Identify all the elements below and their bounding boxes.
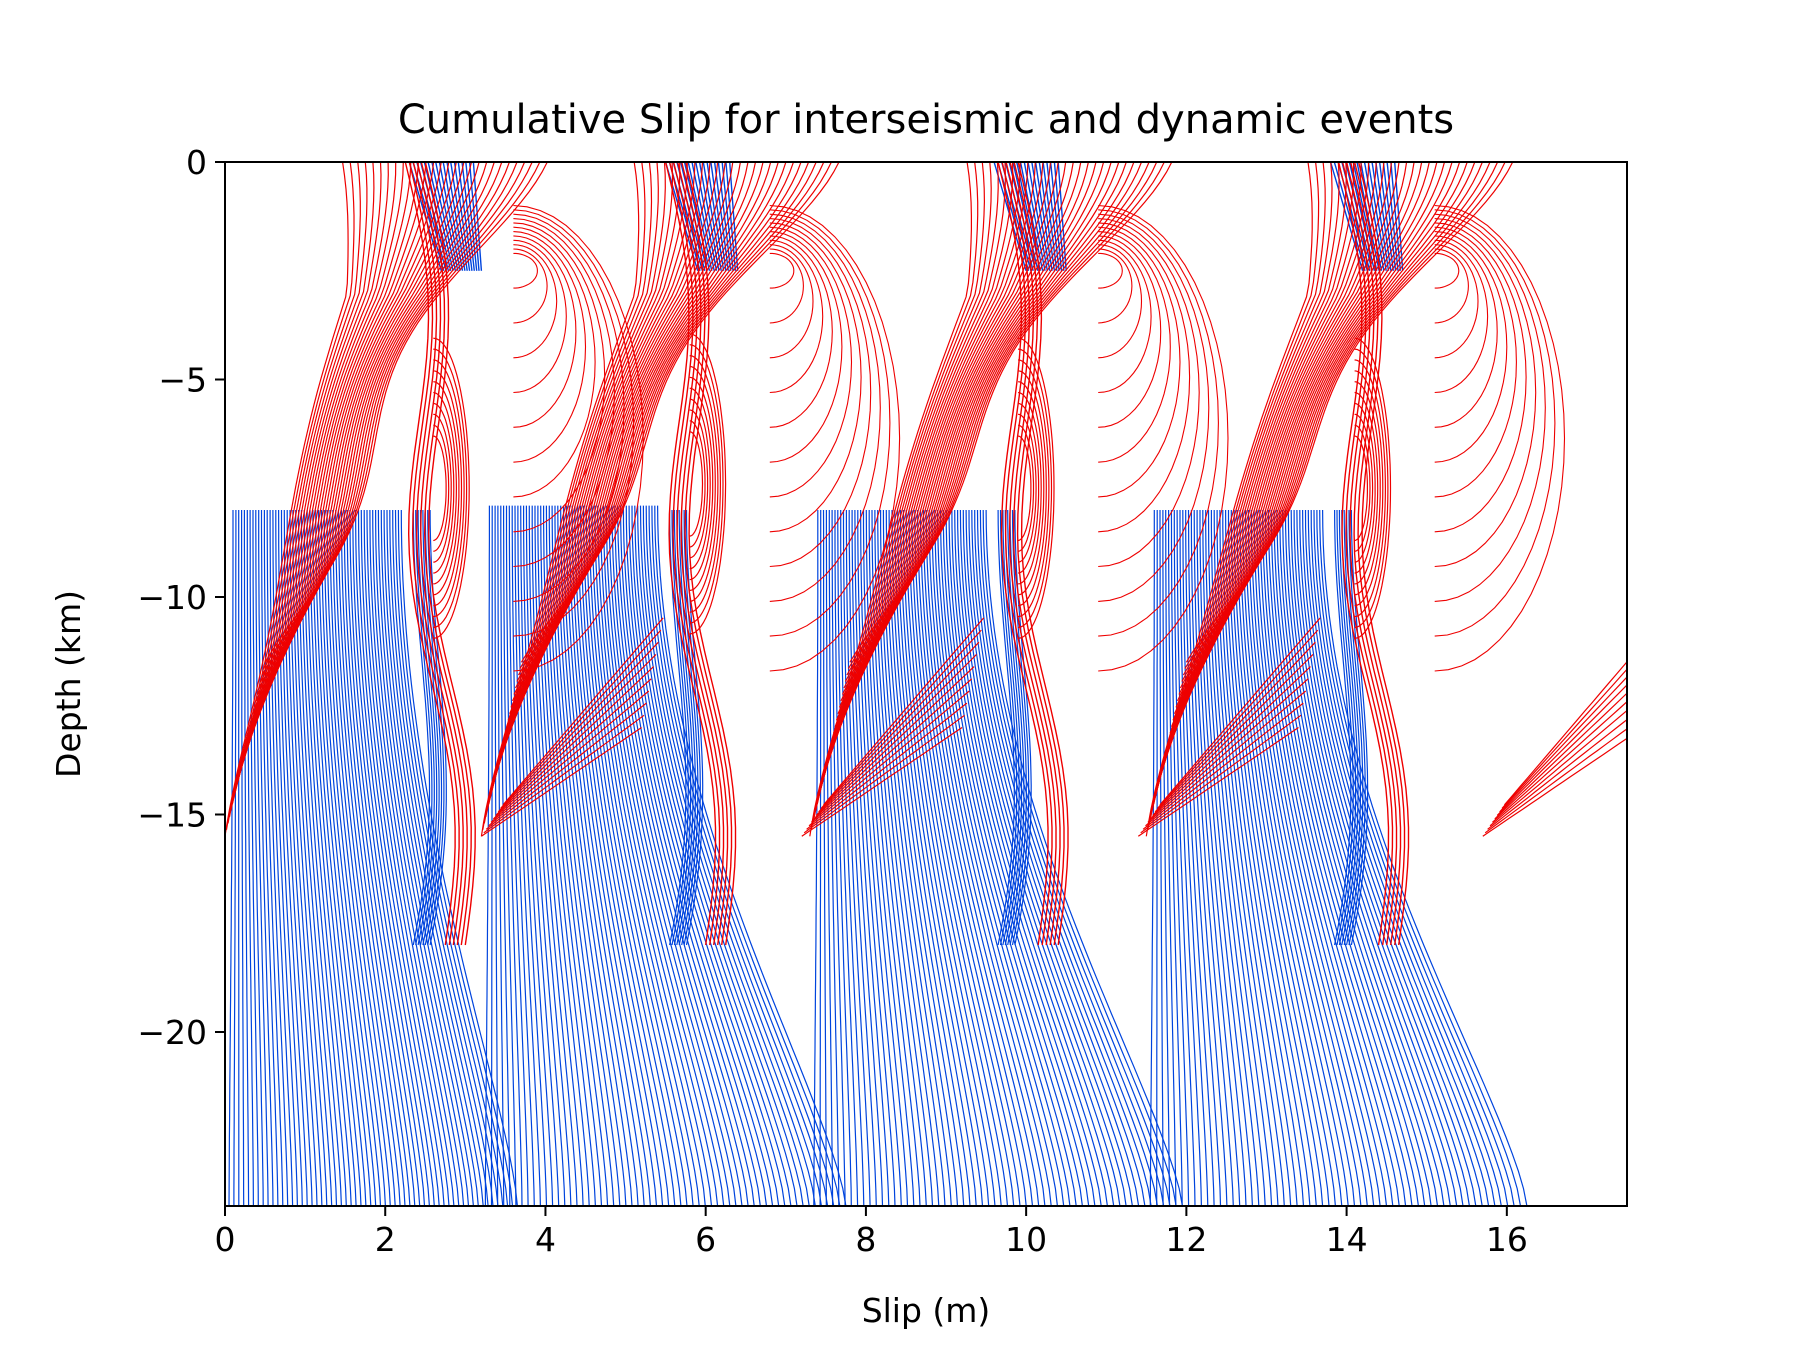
interseismic-line [229, 510, 233, 1206]
dynamic-line [1492, 679, 1652, 823]
x-tick-label: 16 [1486, 1220, 1528, 1259]
interseismic-line [814, 510, 818, 1206]
interseismic-line [638, 506, 803, 1206]
interseismic-line [1294, 510, 1463, 1206]
y-tick-label: −20 [137, 1013, 207, 1052]
y-tick-label: −10 [137, 578, 207, 617]
dynamic-line [1435, 236, 1498, 427]
y-tick-label: −15 [137, 796, 207, 835]
interseismic-line [485, 506, 489, 1206]
x-tick-label: 2 [375, 1220, 396, 1259]
interseismic-line [250, 510, 258, 1206]
dynamic-line [1098, 236, 1161, 427]
dynamic-line [513, 249, 547, 323]
interseismic-line [975, 510, 1158, 1206]
interseismic-line [234, 510, 236, 1206]
x-tick-label: 12 [1165, 1220, 1207, 1259]
y-tick-label: 0 [186, 143, 207, 182]
dynamic-line [770, 249, 804, 323]
x-tick-label: 6 [695, 1220, 716, 1259]
x-tick-label: 14 [1326, 1220, 1368, 1259]
y-axis-label: Depth (km) [49, 590, 88, 778]
y-tick-label: −5 [158, 361, 207, 400]
dynamic-line [1497, 654, 1657, 815]
x-tick-label: 10 [1005, 1220, 1047, 1259]
x-axis-label: Slip (m) [862, 1291, 991, 1330]
dynamic-line [1435, 253, 1459, 288]
x-tick-label: 4 [535, 1220, 556, 1259]
interseismic-line [1223, 510, 1304, 1206]
dynamic-line [1495, 667, 1655, 819]
dynamic-line [1500, 642, 1660, 812]
dynamic-line [770, 253, 794, 288]
interseismic-line [564, 506, 645, 1206]
dynamic-line [227, 162, 355, 830]
y-axis: 0 −5 −10 −15 −20 [137, 143, 225, 1052]
dynamic-line [1435, 249, 1469, 323]
interseismic-line [242, 510, 244, 1206]
dynamic-line [1098, 253, 1122, 288]
dynamic-line [1483, 728, 1643, 837]
interseismic-line [1166, 510, 1176, 1206]
dynamic-line [1098, 249, 1132, 323]
dynamic-line [1098, 219, 1199, 567]
interseismic-line [1308, 510, 1495, 1206]
dynamic-line [1435, 206, 1565, 672]
x-tick-label: 0 [215, 1220, 236, 1259]
interseismic-line [824, 510, 827, 1206]
interseismic-line [1157, 510, 1158, 1206]
dynamic-line [1485, 715, 1645, 833]
dynamic-line [513, 236, 576, 427]
dynamic-line [1504, 618, 1664, 805]
dynamic-line [770, 236, 833, 427]
interseismic-line [1306, 510, 1489, 1206]
interseismic-line [367, 510, 459, 1206]
dynamic-line [1502, 630, 1662, 808]
chart-title: Cumulative Slip for interseismic and dyn… [398, 97, 1454, 143]
interseismic-line [829, 510, 839, 1206]
x-axis: 0 2 4 6 8 10 12 14 16 [215, 1206, 1528, 1259]
dynamic-line [1488, 703, 1648, 829]
interseismic-line [492, 506, 493, 1206]
interseismic-line [495, 506, 498, 1206]
interseismic-line [820, 510, 821, 1206]
interseismic-line [618, 506, 761, 1206]
dynamic-line [513, 253, 537, 288]
x-tick-label: 8 [855, 1220, 876, 1259]
interseismic-line [889, 510, 970, 1206]
dynamic-line [1435, 219, 1536, 567]
